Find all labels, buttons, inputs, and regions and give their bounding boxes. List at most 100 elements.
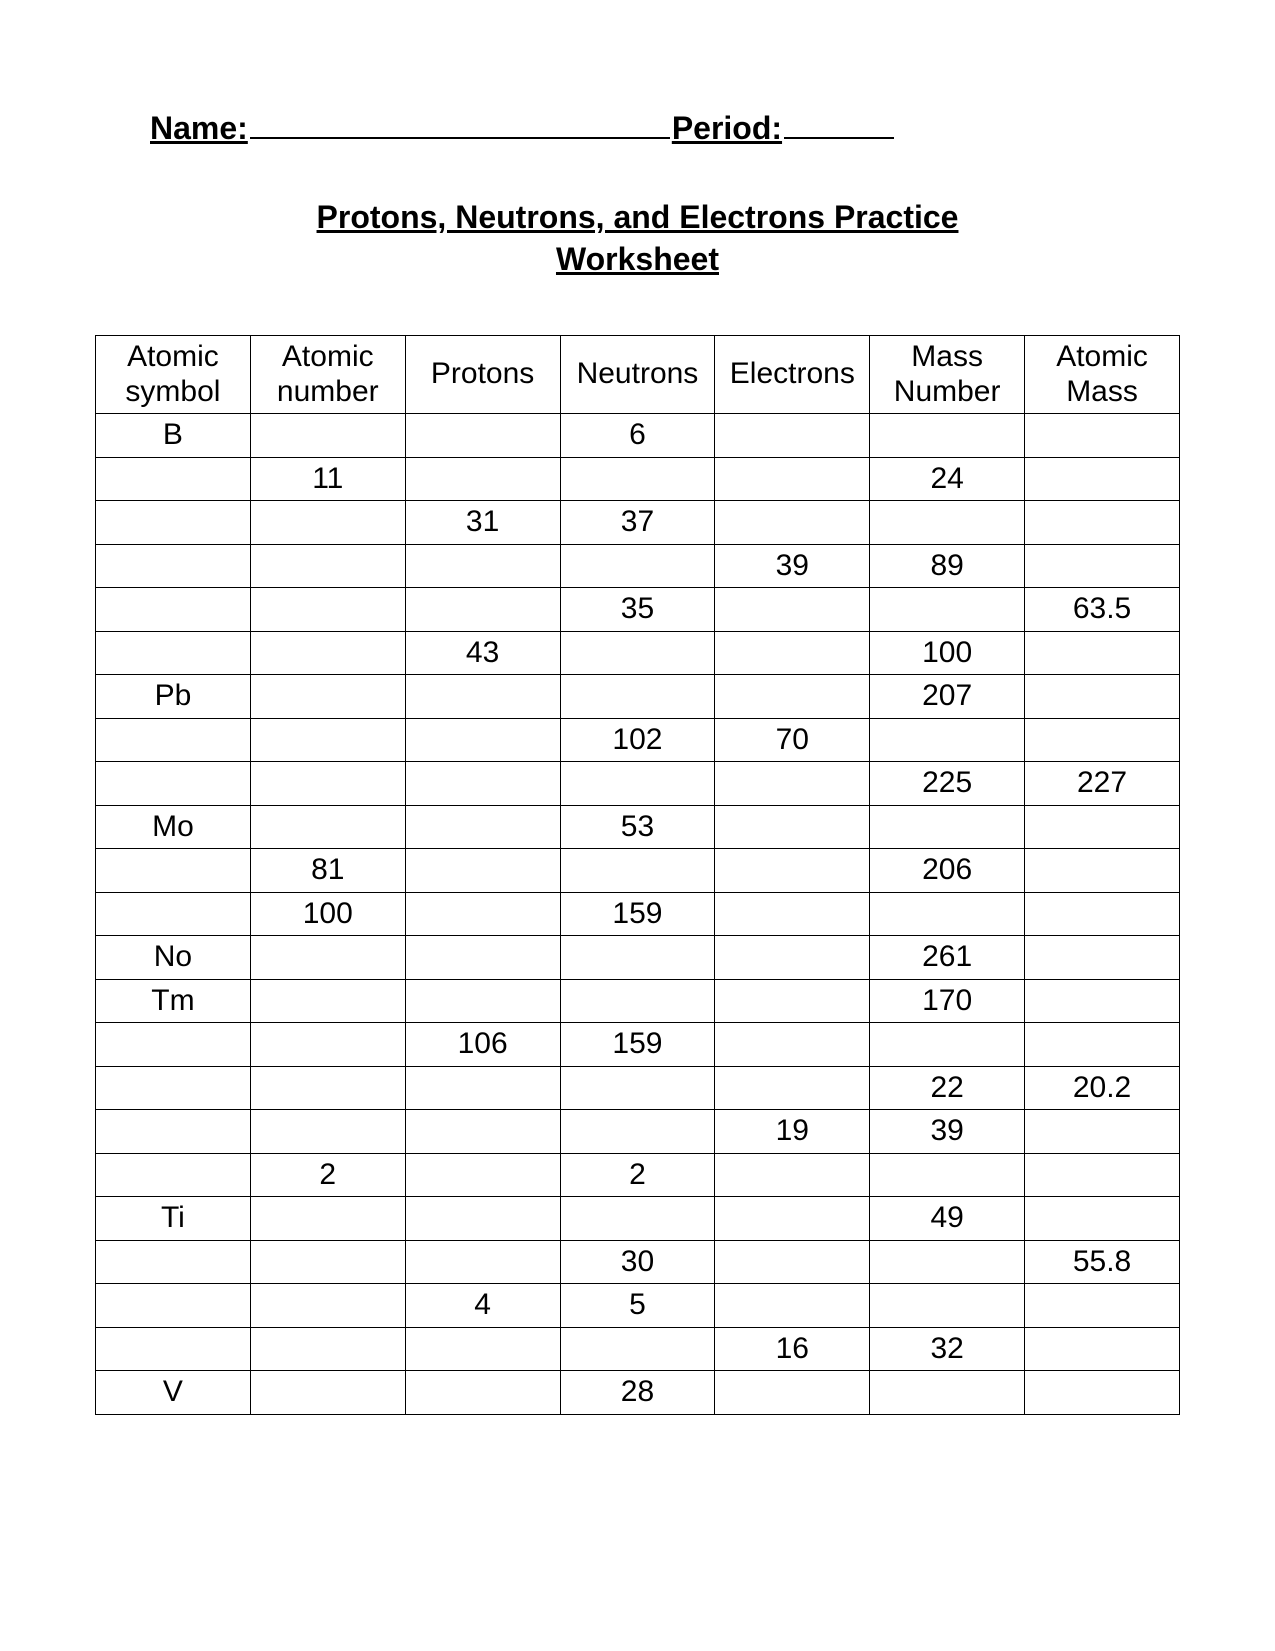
table-row: 45 xyxy=(96,1284,1180,1328)
table-cell xyxy=(96,457,251,501)
table-cell xyxy=(715,849,870,893)
table-cell: 159 xyxy=(560,892,715,936)
table-cell xyxy=(96,1023,251,1067)
table-cell xyxy=(1025,544,1180,588)
table-cell: 11 xyxy=(250,457,405,501)
table-cell xyxy=(405,936,560,980)
col-atomic-symbol: Atomic symbol xyxy=(96,336,251,414)
table-cell: 100 xyxy=(870,631,1025,675)
table-cell xyxy=(405,1066,560,1110)
table-cell xyxy=(1025,1153,1180,1197)
col-atomic-mass: Atomic Mass xyxy=(1025,336,1180,414)
table-cell xyxy=(250,501,405,545)
table-cell xyxy=(405,979,560,1023)
table-row: 3137 xyxy=(96,501,1180,545)
table-cell xyxy=(250,718,405,762)
table-cell: 49 xyxy=(870,1197,1025,1241)
table-cell: 6 xyxy=(560,414,715,458)
table-cell xyxy=(405,588,560,632)
table-cell: 206 xyxy=(870,849,1025,893)
table-cell xyxy=(250,675,405,719)
table-cell xyxy=(715,1153,870,1197)
table-row: Pb207 xyxy=(96,675,1180,719)
header-line: Name: Period: xyxy=(150,110,1180,147)
table-row: V28 xyxy=(96,1371,1180,1415)
table-cell xyxy=(560,1327,715,1371)
table-cell: 19 xyxy=(715,1110,870,1154)
table-cell xyxy=(715,631,870,675)
table-cell xyxy=(1025,1284,1180,1328)
table-row: 1939 xyxy=(96,1110,1180,1154)
table-row: 3989 xyxy=(96,544,1180,588)
table-cell xyxy=(96,718,251,762)
name-label: Name: xyxy=(150,110,248,147)
table-cell: 43 xyxy=(405,631,560,675)
table-cell xyxy=(715,1284,870,1328)
table-cell xyxy=(250,544,405,588)
table-cell xyxy=(715,414,870,458)
table-cell xyxy=(870,501,1025,545)
table-cell: Tm xyxy=(96,979,251,1023)
table-cell: Mo xyxy=(96,805,251,849)
table-cell xyxy=(96,501,251,545)
table-cell xyxy=(870,892,1025,936)
table-cell xyxy=(715,1023,870,1067)
table-cell xyxy=(560,457,715,501)
col-label: Mass Number xyxy=(894,340,1001,408)
table-cell xyxy=(405,718,560,762)
table-cell xyxy=(96,588,251,632)
table-cell xyxy=(1025,718,1180,762)
table-cell: 63.5 xyxy=(1025,588,1180,632)
table-cell xyxy=(1025,1197,1180,1241)
table-cell xyxy=(96,1240,251,1284)
worksheet-table: Atomic symbol Atomic number Protons Neut… xyxy=(95,335,1180,1415)
worksheet-title: Protons, Neutrons, and Electrons Practic… xyxy=(95,197,1180,280)
table-cell xyxy=(1025,849,1180,893)
period-label: Period: xyxy=(672,110,782,147)
table-cell xyxy=(870,718,1025,762)
table-cell: 170 xyxy=(870,979,1025,1023)
table-row: 81206 xyxy=(96,849,1180,893)
table-cell xyxy=(405,762,560,806)
table-cell xyxy=(715,588,870,632)
col-label: Atomic Mass xyxy=(1056,340,1148,408)
table-cell: 261 xyxy=(870,936,1025,980)
table-cell: 5 xyxy=(560,1284,715,1328)
table-row: B6 xyxy=(96,414,1180,458)
table-cell xyxy=(715,1197,870,1241)
table-cell: 159 xyxy=(560,1023,715,1067)
table-cell xyxy=(96,1110,251,1154)
table-cell: 37 xyxy=(560,501,715,545)
table-cell: 22 xyxy=(870,1066,1025,1110)
table-cell xyxy=(1025,414,1180,458)
table-cell: 207 xyxy=(870,675,1025,719)
table-cell xyxy=(96,631,251,675)
table-cell: 100 xyxy=(250,892,405,936)
col-label: Atomic symbol xyxy=(125,340,220,408)
table-row: 22 xyxy=(96,1153,1180,1197)
table-row: 1632 xyxy=(96,1327,1180,1371)
table-cell xyxy=(250,1371,405,1415)
table-cell xyxy=(250,1197,405,1241)
table-header-row: Atomic symbol Atomic number Protons Neut… xyxy=(96,336,1180,414)
table-cell: 106 xyxy=(405,1023,560,1067)
table-cell xyxy=(715,675,870,719)
table-cell xyxy=(715,1371,870,1415)
table-cell xyxy=(250,588,405,632)
table-cell xyxy=(870,1284,1025,1328)
table-cell xyxy=(96,544,251,588)
table-cell xyxy=(250,762,405,806)
table-cell xyxy=(405,1327,560,1371)
table-cell xyxy=(405,1240,560,1284)
table-cell: 225 xyxy=(870,762,1025,806)
table-cell xyxy=(870,588,1025,632)
table-cell xyxy=(715,1240,870,1284)
table-cell xyxy=(250,1284,405,1328)
table-cell xyxy=(870,414,1025,458)
table-cell: V xyxy=(96,1371,251,1415)
table-row: Tm 170 xyxy=(96,979,1180,1023)
table-cell xyxy=(250,936,405,980)
table-cell xyxy=(96,1153,251,1197)
table-cell xyxy=(405,1153,560,1197)
table-cell: 2 xyxy=(250,1153,405,1197)
